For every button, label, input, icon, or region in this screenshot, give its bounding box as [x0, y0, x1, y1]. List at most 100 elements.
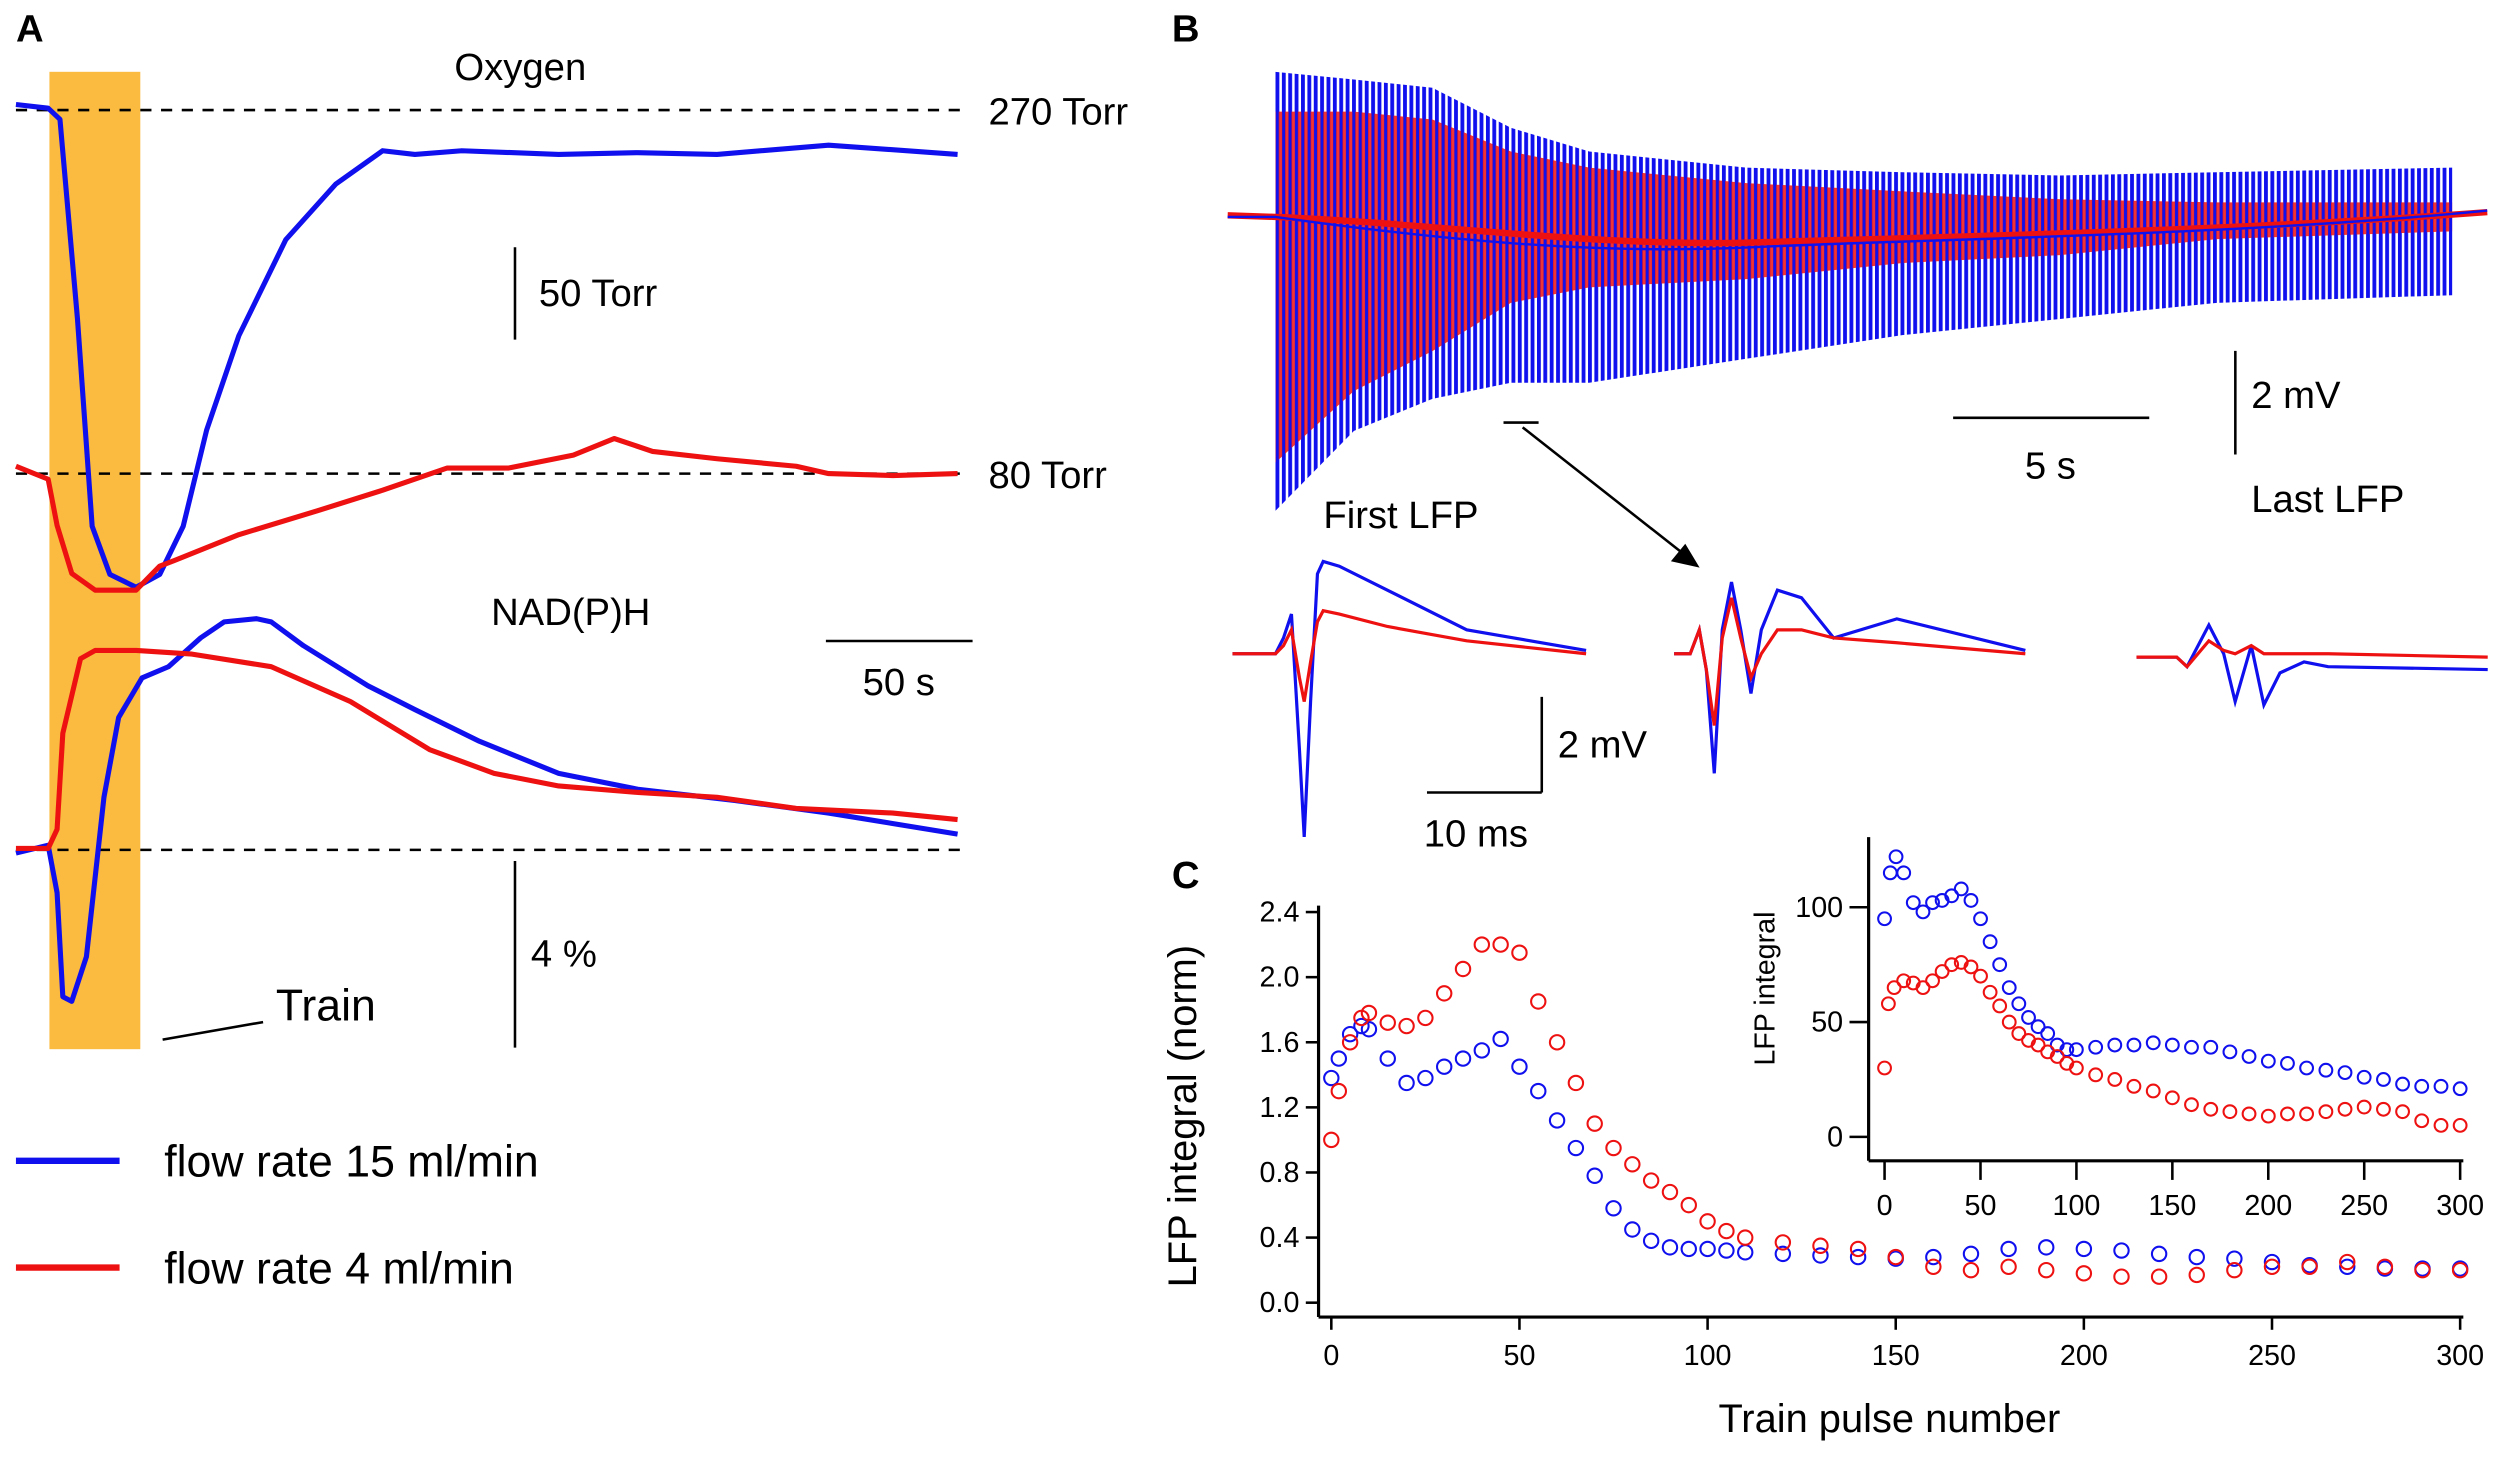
- data-point-blue: [1624, 1221, 1641, 1238]
- data-point-blue: [2126, 1037, 2142, 1053]
- y-tick-label: 0: [1827, 1121, 1843, 1153]
- lfp-trace-blue-2: [1674, 581, 2026, 774]
- x-tick-label: 50: [1965, 1190, 1997, 1222]
- data-point-blue: [2414, 1078, 2430, 1094]
- data-point-red: [1435, 985, 1453, 1002]
- data-point-red: [1925, 973, 1940, 989]
- data-point-red: [2203, 1101, 2219, 1117]
- data-point-red: [2280, 1106, 2295, 1122]
- data-point-blue: [1353, 1017, 1370, 1035]
- y-tick-label: 1.6: [1260, 1027, 1300, 1059]
- data-point-blue: [2339, 1258, 2356, 1276]
- ref-80-label: 80 Torr: [989, 454, 1108, 497]
- data-point-red: [2260, 1108, 2276, 1124]
- y-tick-label: 0.8: [1260, 1157, 1300, 1189]
- data-point-red: [2000, 1258, 2017, 1276]
- lfp-envelope-red: [1275, 111, 2453, 463]
- data-point-blue: [2001, 980, 2017, 996]
- data-point-red: [2356, 1099, 2372, 1115]
- data-point-blue: [1699, 1240, 1716, 1258]
- data-point-red: [2030, 1037, 2046, 1053]
- data-point-blue: [2356, 1069, 2372, 1085]
- panel-label-b: B: [1172, 8, 1200, 51]
- data-point-blue: [2203, 1039, 2219, 1055]
- data-point-blue: [2184, 1039, 2199, 1055]
- data-point-blue: [2318, 1062, 2334, 1078]
- data-point-red: [1330, 1082, 1348, 1100]
- data-point-red: [1417, 1009, 1434, 1027]
- data-point-blue: [1888, 849, 1904, 865]
- c-ylabel: LFP integral (norm): [1161, 945, 1205, 1288]
- data-point-blue: [2260, 1053, 2276, 1069]
- data-point-blue: [1718, 1242, 1735, 1259]
- data-point-blue: [2226, 1250, 2243, 1267]
- data-point-red: [2451, 1261, 2469, 1279]
- data-point-red: [1925, 1258, 1942, 1276]
- data-point-blue: [1915, 904, 1931, 920]
- data-point-red: [2414, 1113, 2430, 1129]
- data-point-blue: [2263, 1253, 2281, 1271]
- data-point-red: [1699, 1213, 1716, 1230]
- lfp-trace-red-1: [1232, 608, 1587, 702]
- data-point-blue: [1417, 1069, 1434, 1087]
- last-lfp-label: Last LFP: [2251, 478, 2404, 521]
- data-point-red: [2113, 1268, 2130, 1285]
- data-point-red: [2049, 1049, 2065, 1064]
- panel-c-inset-plot: 0 50 100 150 200 250 300 0 50 100: [1795, 837, 2484, 1222]
- legend: flow rate 15 ml/min flow rate 4 ml/min: [15, 1138, 539, 1294]
- data-point-red: [1896, 973, 1912, 989]
- data-point-red: [1567, 1074, 1585, 1092]
- data-point-blue: [1330, 1050, 1348, 1067]
- data-point-blue: [1925, 1248, 1942, 1266]
- data-point-blue: [2021, 1010, 2036, 1025]
- data-point-red: [1661, 1183, 1679, 1201]
- panel-label-c: C: [1172, 854, 1200, 897]
- data-point-blue: [1812, 1247, 1829, 1264]
- oxygen-trace-blue: [15, 101, 958, 590]
- data-point-blue: [2030, 1019, 2046, 1035]
- data-point-red: [2376, 1258, 2394, 1276]
- y-tick-label: 100: [1795, 892, 1843, 924]
- oxygen-label: Oxygen: [454, 46, 586, 89]
- data-point-blue: [1661, 1239, 1679, 1256]
- data-point-red: [1880, 996, 1896, 1012]
- inset-ylabel: LFP integral: [1750, 912, 1782, 1066]
- data-point-blue: [2150, 1245, 2168, 1263]
- lfp-scale-ms-label: 10 ms: [1424, 813, 1528, 856]
- data-point-red: [1962, 1261, 1980, 1279]
- data-point-red: [1624, 1156, 1641, 1173]
- data-point-red: [2337, 1101, 2353, 1117]
- data-point-red: [1737, 1229, 1754, 1246]
- scale-time-b-label: 5 s: [2025, 444, 2076, 487]
- data-point-red: [1849, 1240, 1867, 1258]
- legend-label-red: flow rate 4 ml/min: [164, 1245, 514, 1294]
- data-point-red: [2107, 1072, 2123, 1087]
- data-point-blue: [1530, 1082, 1547, 1100]
- lfp-scale-mv-label: 2 mV: [1558, 723, 1648, 766]
- scale-torr-label: 50 Torr: [539, 272, 658, 315]
- y-tick-label: 0.0: [1260, 1287, 1300, 1319]
- lfp-trace-red-2: [1674, 597, 2026, 726]
- panel-a-traces: [14, 101, 959, 1004]
- data-point-red: [1934, 964, 1950, 979]
- x-tick-label: 100: [2052, 1190, 2100, 1222]
- data-point-red: [1718, 1222, 1735, 1240]
- data-point-blue: [2337, 1065, 2353, 1081]
- first-lfp-label: First LFP: [1323, 494, 1478, 537]
- baseline-trace-blue: [1227, 209, 2488, 251]
- data-point-blue: [1882, 865, 1898, 881]
- data-point-red: [2395, 1104, 2410, 1120]
- data-point-red: [1992, 998, 2008, 1014]
- data-point-red: [1454, 960, 1472, 978]
- data-point-blue: [2040, 1026, 2056, 1041]
- data-point-blue: [2088, 1039, 2104, 1055]
- data-point-blue: [2222, 1044, 2238, 1060]
- data-point-red: [1548, 1034, 1566, 1051]
- data-point-blue: [1398, 1074, 1415, 1092]
- data-point-blue: [1905, 895, 1921, 911]
- data-point-blue: [2113, 1242, 2130, 1259]
- data-point-red: [2001, 1014, 2017, 1030]
- data-point-blue: [2011, 996, 2027, 1012]
- data-point-blue: [1963, 893, 1979, 908]
